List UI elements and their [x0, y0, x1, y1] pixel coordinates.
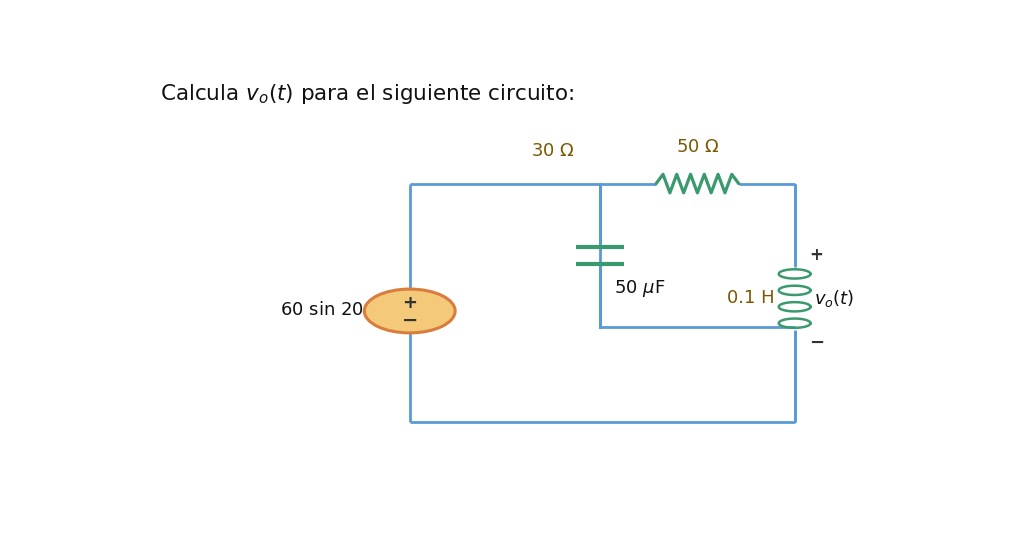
Text: −: − [401, 311, 418, 330]
Text: Calcula $v_o(t)$ para el siguiente circuito:: Calcula $v_o(t)$ para el siguiente circu… [160, 83, 573, 107]
Text: +: + [402, 294, 417, 312]
Text: 50 $\Omega$: 50 $\Omega$ [676, 138, 719, 156]
Text: 50 $\mu$F: 50 $\mu$F [614, 278, 666, 299]
Text: $v_o(t)$: $v_o(t)$ [814, 288, 855, 309]
Text: 60 sin 200$t$ V: 60 sin 200$t$ V [281, 301, 401, 319]
Text: −: − [809, 334, 824, 352]
Ellipse shape [365, 289, 455, 333]
Text: +: + [809, 246, 822, 264]
Text: 30 $\Omega$: 30 $\Omega$ [530, 142, 574, 160]
Text: 0.1 H: 0.1 H [727, 289, 775, 307]
